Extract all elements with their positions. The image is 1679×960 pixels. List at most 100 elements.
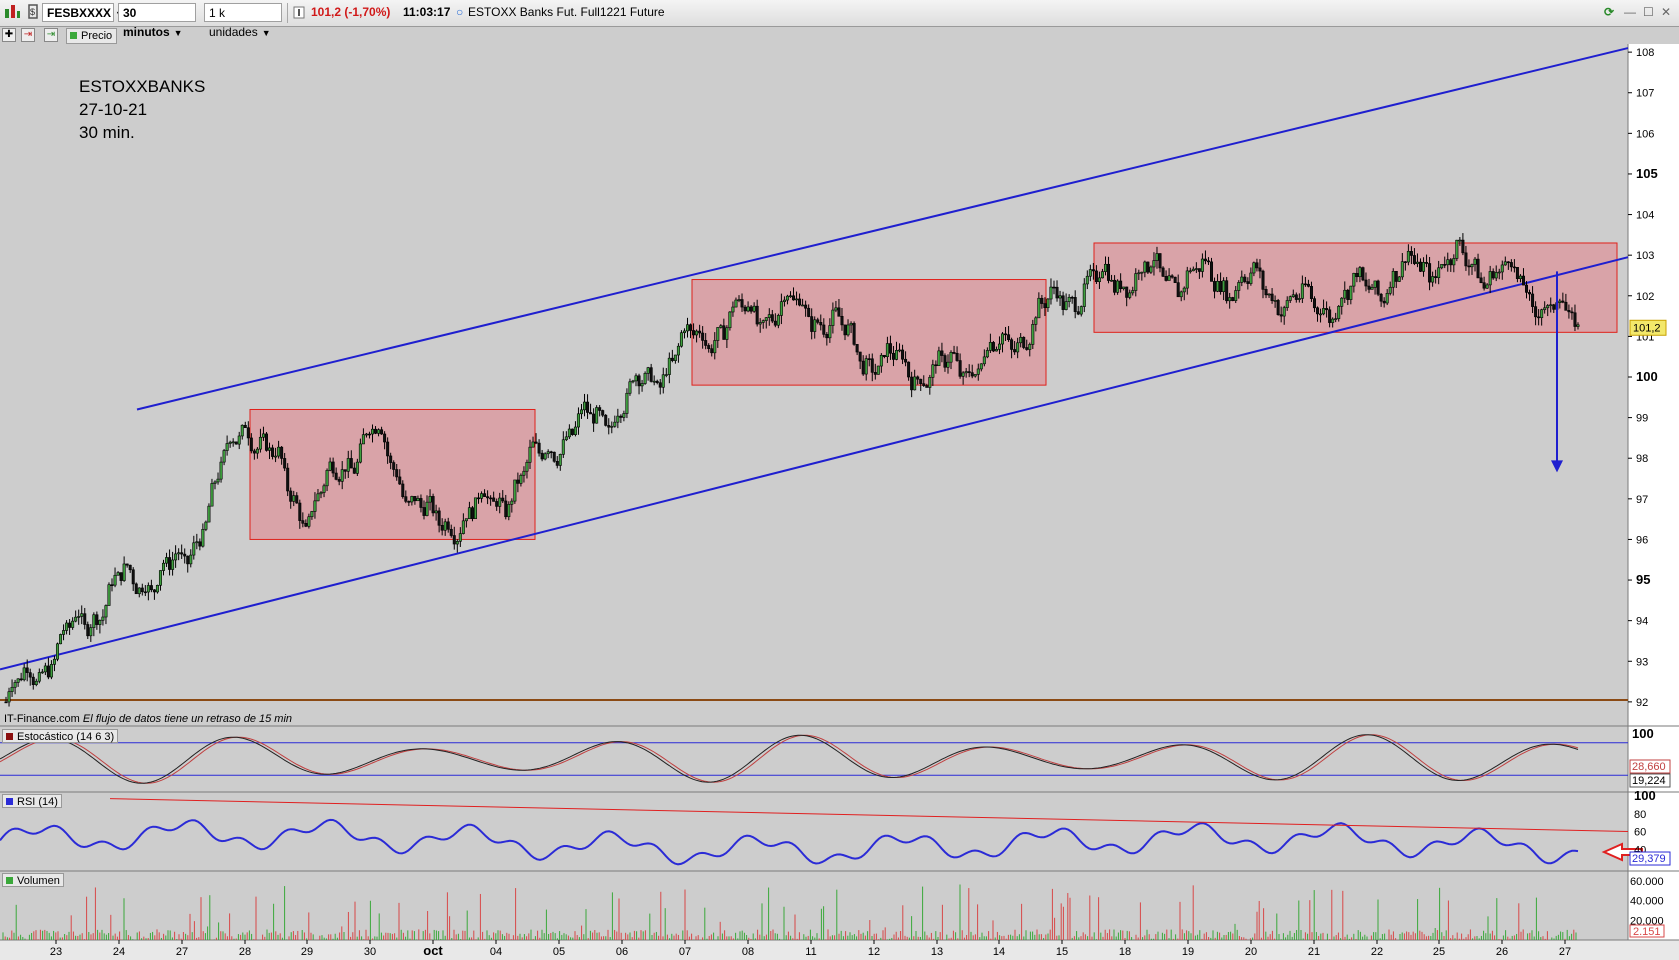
candle-body: [1418, 261, 1422, 272]
candle-body: [586, 401, 590, 413]
candle-body: [961, 372, 965, 377]
candle-body: [537, 442, 541, 454]
candle-body: [1088, 269, 1092, 277]
candle-body: [219, 461, 223, 480]
consolidation-box: [691, 279, 1047, 386]
y-tick-label: 96: [1636, 534, 1648, 546]
candle-body: [619, 415, 623, 418]
candle-body: [882, 354, 886, 358]
x-tick-label: 21: [1308, 946, 1320, 958]
candle-body: [879, 354, 883, 367]
candle-body: [1094, 270, 1098, 282]
candle-body: [637, 375, 641, 387]
candle-body: [261, 433, 265, 438]
candle-body: [1331, 318, 1335, 323]
candle-body: [401, 483, 405, 497]
candle-body: [425, 501, 429, 516]
y-tick-label: 107: [1636, 88, 1654, 100]
candle-body: [252, 450, 256, 454]
candle-body: [1113, 279, 1117, 293]
x-tick-label: 23: [50, 946, 62, 958]
candle-body: [1058, 295, 1062, 299]
candle-body: [174, 553, 178, 561]
candle-body: [788, 295, 792, 298]
y-tick-label: 108: [1636, 47, 1654, 59]
close-icon[interactable]: ✕: [1661, 5, 1672, 19]
candle-body: [101, 616, 105, 621]
candle-body: [1409, 251, 1413, 256]
candle-body: [997, 343, 1001, 350]
candle-body: [1552, 304, 1556, 310]
minimize-icon[interactable]: —: [1624, 5, 1636, 19]
stoch-label-text: Estocástico (14 6 3): [17, 731, 115, 743]
chart-type-icon[interactable]: [3, 3, 21, 22]
candle-body: [422, 507, 426, 516]
info-icon[interactable]: [293, 3, 305, 22]
rsi-trendline: [109, 798, 1629, 832]
export-button[interactable]: ⇥: [44, 28, 58, 42]
candle-body: [1467, 265, 1471, 268]
candle-body: [749, 306, 753, 312]
candle-body: [1191, 268, 1195, 272]
timeframe-select[interactable]: 30 minutos ▼: [118, 3, 196, 39]
candle-body: [734, 299, 738, 308]
candle-body: [658, 382, 662, 388]
candle-body: [1485, 284, 1489, 289]
candle-body: [913, 376, 917, 391]
candle-body: [313, 500, 317, 512]
rsi-label[interactable]: RSI (14): [2, 794, 62, 808]
candle-body: [504, 500, 508, 518]
candle-body: [604, 414, 608, 426]
candle-body: [1503, 261, 1507, 266]
stoch-label[interactable]: Estocástico (14 6 3): [2, 729, 119, 743]
candle-body: [1340, 297, 1344, 307]
instrument-name: ESTOXX Banks Fut. Full1221 Future: [468, 5, 665, 19]
candle-body: [1079, 306, 1083, 315]
price-series-label[interactable]: Precio: [66, 28, 118, 44]
candle-body: [1316, 307, 1320, 315]
refresh-icon[interactable]: ⟳: [1604, 5, 1615, 19]
candle-body: [1046, 298, 1050, 309]
candle-body: [1385, 293, 1389, 304]
x-tick-label: 06: [616, 946, 628, 958]
candle-body: [1152, 260, 1156, 268]
candle-body: [1312, 298, 1316, 309]
candle-body: [7, 691, 11, 703]
units-select[interactable]: 1 k unidades ▼: [204, 3, 282, 39]
candle-body: [331, 461, 335, 474]
remove-indicator-button[interactable]: ⇥: [21, 28, 35, 42]
x-tick-label: 27: [1559, 946, 1571, 958]
candle-body: [988, 342, 992, 351]
candle-body: [1440, 264, 1444, 269]
candle-body: [255, 448, 259, 454]
candle-body: [673, 354, 677, 361]
symbol-select[interactable]: FESBXXXX▼: [42, 3, 124, 22]
candle-body: [295, 495, 299, 504]
candle-body: [1134, 273, 1138, 291]
candle-body: [1400, 261, 1404, 278]
add-indicator-button[interactable]: ✚: [2, 28, 16, 42]
candle-body: [52, 658, 56, 665]
candle-body: [128, 564, 132, 571]
link-icon[interactable]: $: [26, 3, 40, 22]
candle-body: [852, 323, 856, 345]
candle-body: [274, 455, 278, 458]
candle-body: [1085, 275, 1089, 285]
candle-body: [28, 672, 32, 678]
candle-body: [849, 323, 853, 326]
candle-body: [570, 428, 574, 435]
candle-body: [785, 295, 789, 301]
volume-label[interactable]: Volumen: [2, 873, 64, 887]
candle-body: [364, 433, 368, 436]
candle-body: [95, 614, 99, 625]
symbol-value: FESBXXXX: [47, 6, 112, 20]
rsi-tick-label: 100: [1634, 788, 1656, 803]
candle-body: [870, 358, 874, 373]
candle-body: [1028, 344, 1032, 350]
candle-body: [858, 351, 862, 362]
candle-body: [555, 461, 559, 466]
last-price-badge-text: 101,2: [1633, 322, 1661, 334]
maximize-icon[interactable]: ☐: [1643, 5, 1654, 19]
candle-body: [292, 495, 296, 502]
